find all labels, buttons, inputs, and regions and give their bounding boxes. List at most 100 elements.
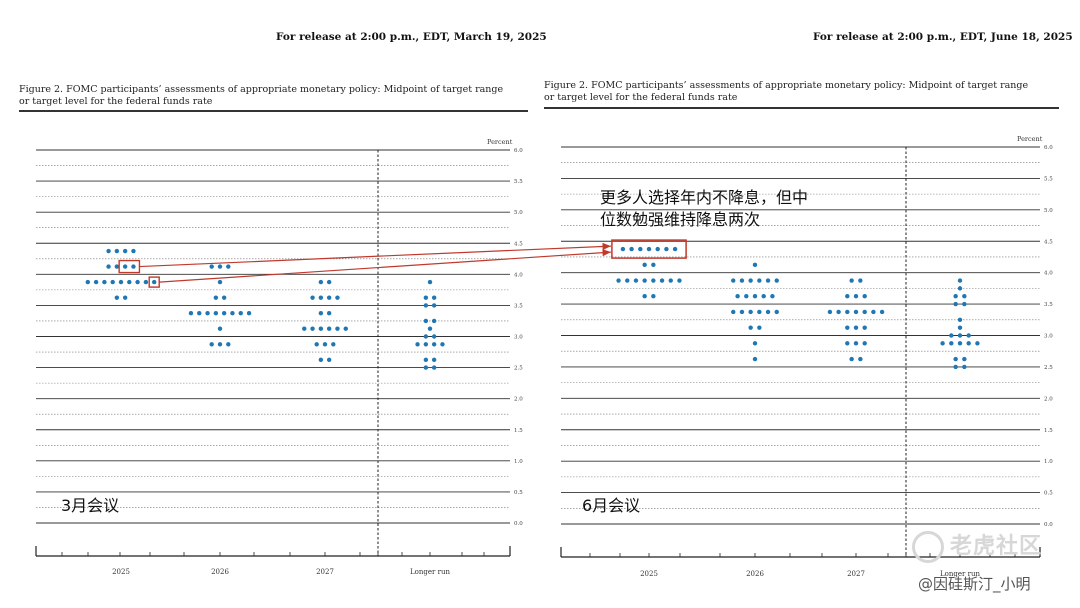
march-category-label: 2025 [112,568,130,576]
june-dot [953,301,958,307]
march-category-label: 2027 [316,568,334,576]
march-dot [221,295,227,300]
june-dot [953,294,958,299]
march-dot [209,264,214,269]
march-dot [114,295,120,300]
march-dot [343,326,348,331]
march-dot [423,365,429,370]
right-figure-title-line1: Figure 2. FOMC participants’ assessments… [544,80,1029,91]
march-y-tick-label: 3.5 [514,303,523,309]
june-dot [651,294,656,299]
march-dot [431,318,437,324]
left-figure-title: Figure 2. FOMC participants’ assessments… [19,84,531,108]
march-dot [310,295,315,300]
march-dot [326,295,332,300]
june-dot [739,309,745,315]
june-dot [625,278,630,283]
right-figure-title-line2: or target level for the federal funds ra… [544,92,738,103]
june-category-label: 2025 [640,570,658,578]
annotation-line2: 位数勉强维持降息两次 [600,210,761,229]
march-dot [114,264,120,269]
june-dot [949,333,954,338]
june-dot [752,294,758,299]
june-dot [849,278,854,283]
march-y-tick-label: 0.5 [514,490,523,496]
march-dot [427,326,433,331]
march-dot [122,248,128,254]
march-dot [106,264,111,269]
june-dot [748,325,753,330]
june-dot [966,341,971,346]
june-dot [953,364,958,370]
march-dot [440,342,445,347]
june-y-tick-label: 5.0 [1044,208,1053,214]
highlight-arrow-lower [159,249,611,283]
june-dot [664,246,669,252]
june-dot [770,294,775,299]
june-dot [668,278,673,283]
march-dot [331,342,336,347]
june-dot [748,309,753,315]
march-y-tick-label: 4.5 [514,241,523,247]
march-highlight-box-upper [118,259,141,274]
june-unit-label: Percent [1017,135,1043,143]
june-dot [672,246,678,252]
june-y-tick-label: 2.5 [1044,365,1053,371]
march-dot [423,303,429,308]
june-dot [853,341,859,346]
june-y-tick-label: 5.5 [1044,176,1053,182]
march-dot [326,279,332,285]
march-dot [122,264,128,269]
june-dot [975,341,980,346]
march-dot [335,295,340,300]
march-dot [415,342,420,347]
march-y-tick-label: 4.0 [514,272,523,278]
june-y-tick-label: 3.5 [1044,302,1053,308]
march-dot [302,326,307,331]
march-dot [205,310,210,316]
march-dot [213,295,219,300]
march-y-tick-label: 5.0 [514,210,523,216]
left-figure-title-line2: or target level for the federal funds ra… [19,96,213,107]
june-y-tick-label: 1.0 [1044,459,1053,465]
june-category-label: 2027 [847,570,865,578]
march-dot [326,357,332,363]
june-dot [757,278,762,283]
june-dot [731,309,736,315]
march-dot [217,279,223,285]
march-dot [209,342,214,347]
march-dot [85,279,91,285]
march-dot [93,279,99,285]
march-dot [221,310,227,316]
march-dot [431,357,437,363]
left-release-line: For release at 2:00 p.m., EDT, March 19,… [276,31,547,43]
march-dot [314,342,319,347]
june-dot [949,341,954,346]
right-release-line: For release at 2:00 p.m., EDT, June 18, … [813,31,1073,43]
march-dot [423,334,429,339]
right-title-rule [544,107,1059,109]
march-dot [326,326,332,331]
june-dot [962,301,967,307]
june-dot [739,278,745,283]
march-dot [106,248,111,254]
june-dot [862,325,867,330]
june-dot [879,309,885,315]
june-dot [845,325,850,330]
june-dot [957,341,963,346]
march-dot [318,279,324,285]
march-dot [431,342,437,347]
highlight-arrow-upper [139,242,611,268]
june-dot [765,278,771,283]
june-dot [774,278,779,283]
right-figure-title: Figure 2. FOMC participants’ assessments… [544,80,1064,104]
march-dot [213,310,219,316]
june-dot [616,278,621,283]
march-dot [127,279,132,285]
june-dot [962,294,967,299]
june-y-tick-label: 0.0 [1044,522,1053,528]
march-dot [335,326,340,331]
june-highlight-box [611,239,687,259]
june-y-tick-label: 1.5 [1044,428,1053,434]
